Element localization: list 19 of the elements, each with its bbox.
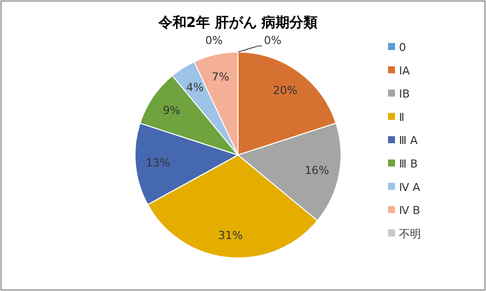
data-label: 9% (162, 104, 180, 117)
legend-label: Ⅲ B (399, 158, 418, 170)
legend-label: 0 (399, 41, 406, 54)
data-label: 31% (218, 228, 243, 242)
legend-label: 不明 (399, 227, 421, 240)
text: 0% (264, 34, 282, 47)
data-label: 16% (304, 164, 330, 178)
data-label: 4% (186, 81, 204, 94)
chart-title: 令和2年 肝がん 病期分類 (157, 14, 318, 31)
legend-label: Ⅳ B (399, 204, 420, 218)
data-label: 13% (146, 156, 170, 170)
data-label: 7% (212, 70, 230, 84)
data-label: 20% (272, 84, 298, 98)
legend-label: Ⅲ A (399, 134, 418, 148)
legend-label: ⅠB (399, 88, 410, 101)
legend-label: ⅠA (399, 64, 410, 78)
legend-label: Ⅳ A (399, 180, 421, 194)
legend-label: Ⅱ (399, 110, 404, 124)
text: 0% (205, 34, 223, 47)
